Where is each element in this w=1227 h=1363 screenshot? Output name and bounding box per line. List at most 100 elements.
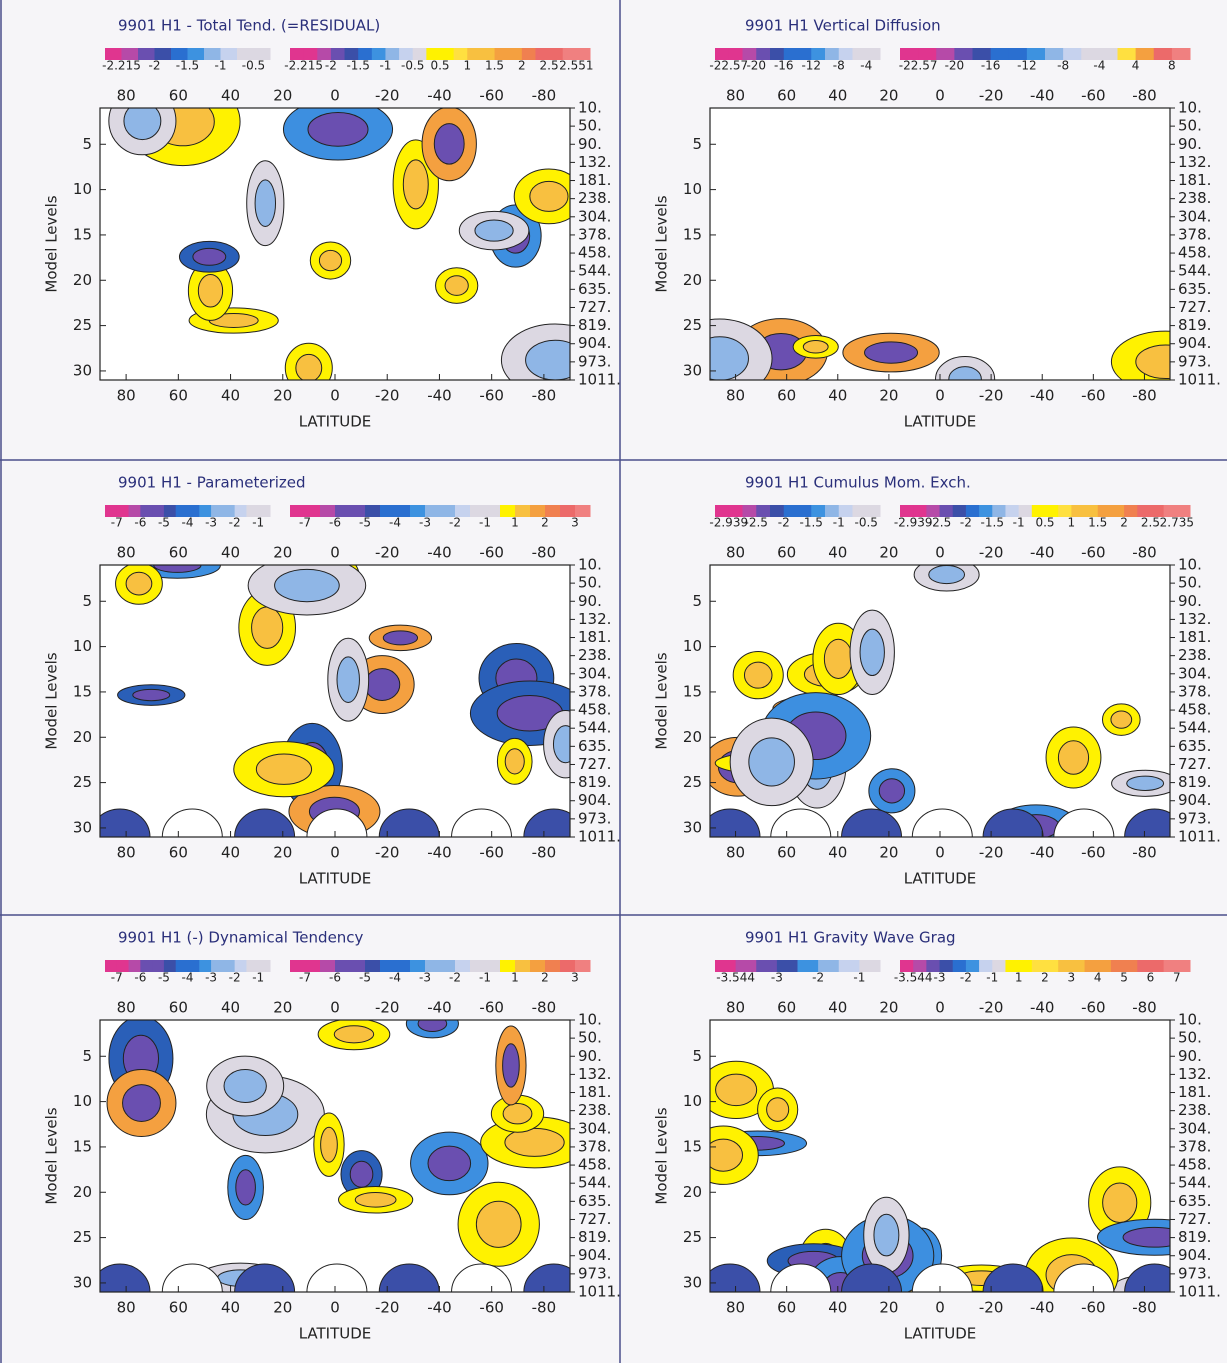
lat-label-bottom: -40: [427, 844, 452, 862]
pressure-label: 181.: [1178, 1083, 1211, 1101]
colorbar-label: -16: [981, 59, 1001, 73]
contour-line: [530, 181, 568, 211]
lat-label-top: 20: [273, 999, 292, 1017]
pressure-label: 819.: [578, 773, 611, 791]
panel-title: 9901 H1 Vertical Diffusion: [745, 17, 941, 35]
pressure-label: 458.: [1178, 701, 1211, 719]
colorbar-label: -8: [833, 59, 845, 73]
contour-line: [383, 631, 417, 645]
lat-label-top: 40: [221, 544, 240, 562]
lat-label-bottom: 40: [221, 387, 240, 405]
contour-line: [334, 1026, 373, 1043]
level-label: 5: [692, 1047, 702, 1065]
lat-label-bottom: 80: [117, 844, 136, 862]
colorbar-label: -2: [449, 971, 461, 985]
panel-title: 9901 H1 Gravity Wave Grag: [745, 929, 956, 947]
contour-line: [337, 657, 359, 703]
colorbar-label: 2: [541, 971, 549, 985]
pressure-label: 458.: [1178, 244, 1211, 262]
level-label: 5: [692, 135, 702, 153]
lat-label-top: 80: [117, 544, 136, 562]
pressure-label: 904.: [1178, 334, 1211, 352]
pressure-label: 1011.: [578, 828, 621, 846]
colorbar-label: -1: [833, 516, 845, 530]
lat-label-top: 20: [879, 544, 898, 562]
pressure-label: 378.: [578, 225, 611, 243]
pressure-label: 544.: [1178, 262, 1211, 280]
panel-title: 9901 H1 (-) Dynamical Tendency: [118, 929, 364, 947]
pressure-label: 378.: [578, 682, 611, 700]
lat-label-bottom: 0: [935, 387, 945, 405]
level-label: 15: [683, 682, 702, 700]
lat-label-top: 0: [330, 999, 340, 1017]
lat-label-bottom: 20: [273, 844, 292, 862]
colorbar-label: 0.5: [1035, 516, 1054, 530]
colorbar-label: 3: [571, 516, 579, 530]
colorbar-label: 1: [511, 971, 519, 985]
colorbar-label: -3: [419, 516, 431, 530]
colorbar-label: -2.215: [284, 59, 323, 73]
colorbar-label: -5: [359, 971, 371, 985]
y-axis-label: Model Levels: [43, 195, 61, 292]
lat-label-top: -40: [1030, 999, 1055, 1017]
level-label: 30: [683, 818, 702, 836]
contour-line: [824, 639, 852, 678]
pressure-label: 90.: [1178, 1047, 1202, 1065]
pressure-label: 10.: [578, 556, 602, 574]
lat-label-top: 60: [777, 999, 796, 1017]
contour-line: [126, 572, 152, 595]
colorbar-label: -2.5: [928, 516, 951, 530]
lat-label-top: -80: [1132, 87, 1157, 105]
level-label: 20: [73, 271, 92, 289]
level-label: 15: [683, 225, 702, 243]
lat-label-bottom: -60: [479, 387, 504, 405]
pressure-label: 132.: [578, 1065, 611, 1083]
contour-line: [503, 1044, 520, 1087]
lat-label-top: 40: [828, 87, 847, 105]
pressure-label: 727.: [578, 298, 611, 316]
contour-line: [321, 1127, 338, 1162]
pressure-label: 181.: [1178, 171, 1211, 189]
lat-label-bottom: 0: [330, 387, 340, 405]
lat-label-top: 60: [169, 999, 188, 1017]
contour-line: [767, 1098, 789, 1122]
colorbar-label: -2: [812, 971, 824, 985]
lat-label-top: -60: [479, 544, 504, 562]
lat-label-bottom: -60: [1081, 1299, 1106, 1317]
colorbar-label: 2.5: [1141, 516, 1160, 530]
pressure-label: 238.: [1178, 189, 1211, 207]
lat-label-top: -40: [427, 87, 452, 105]
pressure-label: 1011.: [1178, 828, 1221, 846]
pressure-label: 181.: [578, 628, 611, 646]
y-axis-label: Model Levels: [43, 1107, 61, 1204]
colorbar-label: -1: [215, 59, 227, 73]
lat-label-bottom: 0: [935, 844, 945, 862]
lat-label-bottom: -60: [1081, 387, 1106, 405]
level-label: 15: [73, 1137, 92, 1155]
lat-label-bottom: -20: [375, 387, 400, 405]
x-axis-label: LATITUDE: [299, 413, 372, 431]
pressure-label: 973.: [578, 809, 611, 827]
level-label: 20: [73, 728, 92, 746]
lat-label-top: -40: [427, 999, 452, 1017]
lat-label-top: 20: [273, 544, 292, 562]
colorbar-label: 1: [1068, 516, 1076, 530]
colorbar-label: 8: [1168, 59, 1176, 73]
lat-label-top: 80: [726, 87, 745, 105]
contour-line: [350, 1161, 373, 1187]
pressure-label: 544.: [578, 262, 611, 280]
contour-line: [256, 754, 311, 784]
colorbar-label: -1: [986, 971, 998, 985]
pressure-label: 544.: [578, 719, 611, 737]
colorbar-label: -1: [1013, 516, 1025, 530]
level-label: 30: [73, 361, 92, 379]
lat-label-top: 60: [777, 544, 796, 562]
lat-label-bottom: -20: [979, 844, 1004, 862]
lat-label-top: -40: [1030, 87, 1055, 105]
lat-label-top: -80: [532, 999, 557, 1017]
colorbar-label: -4: [389, 516, 401, 530]
pressure-label: 819.: [1178, 773, 1211, 791]
pressure-label: 635.: [1178, 737, 1211, 755]
lat-label-bottom: -80: [532, 387, 557, 405]
contour-line: [428, 1146, 471, 1180]
